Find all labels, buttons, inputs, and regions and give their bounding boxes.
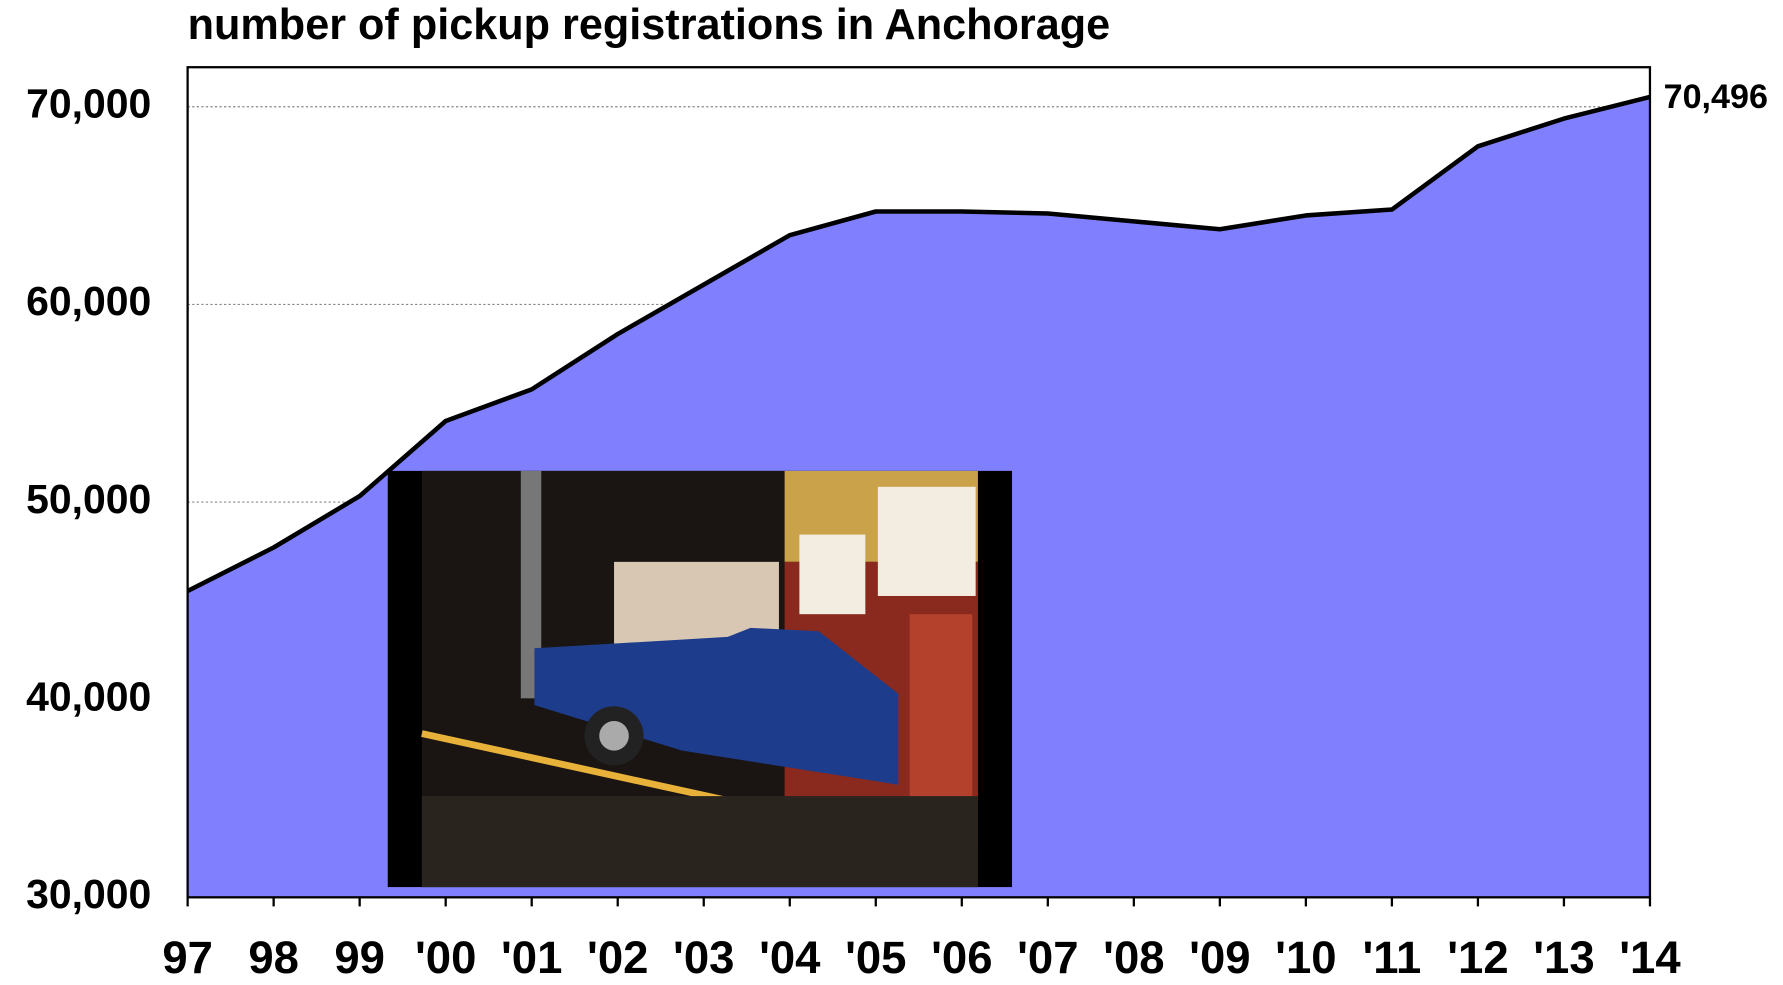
ground xyxy=(421,796,978,888)
x-tick-label: '00 xyxy=(415,932,476,983)
x-tick-label: '11 xyxy=(1362,932,1421,983)
y-tick-label: 50,000 xyxy=(26,476,151,522)
inset-photo xyxy=(387,470,1013,888)
sign xyxy=(877,486,976,596)
x-tick-label: '01 xyxy=(501,932,562,983)
x-tick-label: '13 xyxy=(1533,932,1594,983)
x-tick-label: '02 xyxy=(587,932,648,983)
x-tick-label: 98 xyxy=(248,932,299,983)
y-tick-label: 30,000 xyxy=(26,871,151,917)
sign-small xyxy=(799,534,866,615)
x-tick-label: '05 xyxy=(845,932,906,983)
pole xyxy=(520,470,542,699)
hub xyxy=(599,721,629,751)
x-tick-label: '03 xyxy=(673,932,734,983)
plot-frame xyxy=(186,66,1652,899)
x-tick-label: '10 xyxy=(1275,932,1336,983)
x-tick-label: '04 xyxy=(759,932,821,983)
y-tick-label: 60,000 xyxy=(26,278,151,324)
x-tick-label: '08 xyxy=(1103,932,1164,983)
x-tick-label: 99 xyxy=(334,932,385,983)
x-tick-label: '12 xyxy=(1447,932,1508,983)
x-tick-label: '09 xyxy=(1189,932,1250,983)
x-tick-label: '14 xyxy=(1619,932,1681,983)
y-tick-label: 70,000 xyxy=(26,81,151,127)
chart-title: number of pickup registrations in Anchor… xyxy=(188,1,1111,49)
x-tick-label: 97 xyxy=(162,932,213,983)
truck xyxy=(534,627,899,785)
x-tick-label: '06 xyxy=(931,932,992,983)
y-tick-label: 40,000 xyxy=(26,673,151,719)
area-outline xyxy=(186,94,1651,593)
x-tick-label: '07 xyxy=(1017,932,1078,983)
value-label: 70,496 xyxy=(1664,78,1768,116)
